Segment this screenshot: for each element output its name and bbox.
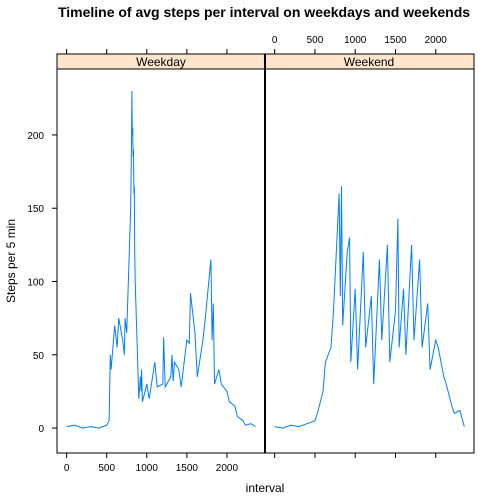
x-tick-label: 500 (98, 463, 115, 474)
strip-label-weekend: Weekend (344, 55, 394, 69)
x-tick-label: 2000 (425, 35, 448, 46)
data-line-weekend (274, 186, 465, 429)
x-axis-label: interval (246, 481, 285, 495)
x-tick-label: 1000 (344, 35, 367, 46)
panel-weekend: Weekend (264, 53, 475, 454)
x-tick-label: 0 (64, 463, 70, 474)
y-tick-label: 200 (27, 131, 44, 142)
x-tick-label: 0 (272, 35, 278, 46)
y-tick-label: 0 (38, 424, 44, 435)
chart-title: Timeline of avg steps per interval on we… (58, 4, 470, 20)
axes-group: 0501001502000050050010001000150015002000… (27, 35, 447, 474)
data-line-weekday (66, 90, 256, 429)
panel-weekday: Weekday (56, 53, 266, 454)
panel-frame-weekend (264, 68, 475, 454)
strip-label-weekday: Weekday (136, 55, 186, 69)
x-tick-label: 1000 (136, 463, 159, 474)
y-axis-label: Steps per 5 min (4, 219, 18, 303)
x-tick-label: 500 (307, 35, 324, 46)
x-tick-label: 1500 (176, 463, 199, 474)
x-tick-label: 2000 (216, 463, 239, 474)
y-tick-label: 50 (33, 351, 45, 362)
x-tick-label: 1500 (384, 35, 407, 46)
y-tick-label: 150 (27, 204, 44, 215)
y-tick-label: 100 (27, 278, 44, 289)
panel-frame-weekday (56, 68, 266, 454)
